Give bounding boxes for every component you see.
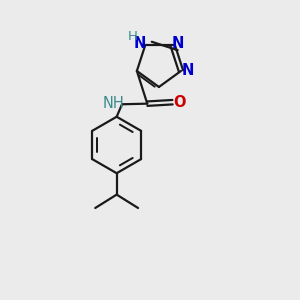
Text: O: O [173,95,185,110]
Text: H: H [128,30,138,43]
Text: N: N [134,36,146,51]
Text: N: N [181,63,194,78]
Text: NH: NH [102,96,124,111]
Text: N: N [172,36,184,51]
